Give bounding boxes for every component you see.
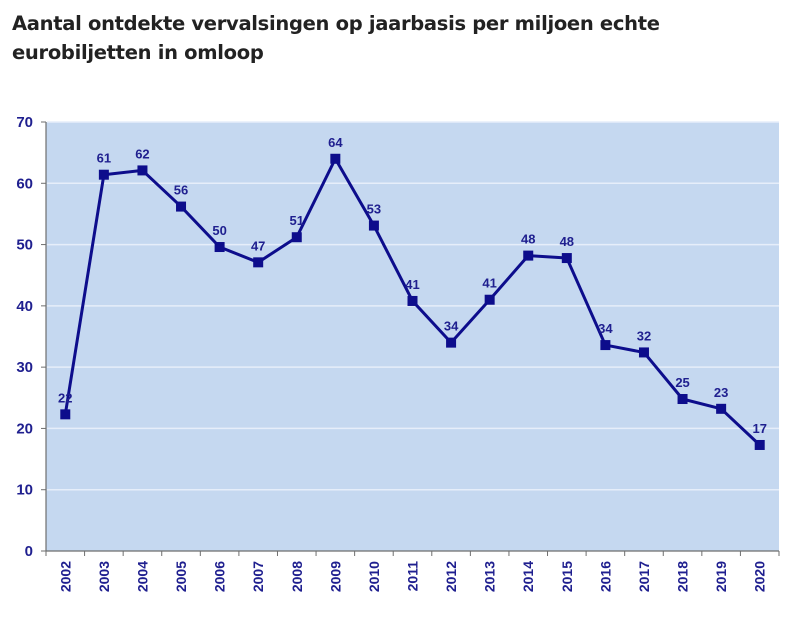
data-point-marker — [176, 201, 187, 212]
data-point-marker — [214, 242, 225, 253]
x-tick-label: 2012 — [443, 561, 459, 592]
x-tick-label: 2014 — [520, 561, 536, 592]
data-label: 32 — [637, 328, 651, 343]
data-point-marker — [677, 394, 688, 405]
data-point-marker — [407, 295, 418, 306]
data-label: 34 — [444, 319, 459, 334]
y-tick-label: 20 — [16, 420, 33, 437]
data-label: 53 — [367, 202, 381, 217]
x-tick-label: 2011 — [405, 561, 421, 592]
x-tick-label: 2008 — [289, 561, 305, 592]
data-point-marker — [716, 403, 727, 414]
x-tick-label: 2004 — [134, 561, 150, 592]
plot-area — [46, 122, 779, 551]
data-label: 41 — [405, 277, 419, 292]
x-axis-ticks: 2002 2003 2004 2005 2006 2007 2008 2009 2010 2011… — [45, 551, 780, 592]
x-tick-label: 2007 — [250, 561, 266, 592]
y-tick-label: 50 — [16, 237, 33, 254]
data-label: 23 — [714, 385, 728, 400]
x-tick-label: 2013 — [482, 561, 498, 592]
data-point-marker — [446, 337, 457, 348]
data-point-marker — [600, 340, 611, 351]
data-point-marker — [484, 294, 495, 305]
data-labels: 22 61 62 56 50 47 51 64 53 41 34 41 48 48 34 32 25 23 17 — [58, 135, 767, 436]
x-tick-label: 2005 — [173, 561, 189, 592]
data-label: 62 — [135, 146, 149, 161]
data-label: 25 — [675, 375, 689, 390]
x-tick-label: 2015 — [559, 561, 575, 592]
x-tick-label: 2018 — [675, 561, 691, 592]
y-tick-label: 10 — [16, 482, 33, 499]
data-label: 64 — [328, 135, 343, 150]
x-tick-label: 2009 — [327, 561, 343, 592]
y-axis-ticks: 0 10 20 30 40 50 60 70 — [16, 114, 46, 560]
data-point-marker — [291, 232, 302, 243]
x-tick-label: 2019 — [713, 561, 729, 592]
x-tick-label: 2010 — [366, 561, 382, 592]
data-point-marker — [253, 257, 264, 268]
y-tick-label: 40 — [16, 298, 33, 315]
data-label: 41 — [482, 276, 496, 291]
y-tick-label: 30 — [16, 359, 33, 376]
data-point-marker — [330, 153, 341, 164]
x-tick-label: 2016 — [597, 561, 613, 592]
data-point-marker — [368, 220, 379, 231]
y-tick-label: 60 — [16, 175, 33, 192]
data-point-marker — [638, 347, 649, 358]
data-label: 48 — [521, 232, 535, 247]
x-tick-label: 2020 — [752, 561, 768, 592]
chart-title: Aantal ontdekte vervalsingen op jaarbasi… — [12, 12, 660, 64]
data-point-marker — [98, 169, 109, 180]
data-label: 61 — [97, 151, 111, 166]
data-label: 51 — [290, 213, 304, 228]
y-tick-label: 70 — [16, 114, 33, 131]
data-label: 56 — [174, 183, 188, 198]
data-point-marker — [561, 253, 572, 264]
data-label: 17 — [752, 421, 766, 436]
data-label: 50 — [212, 223, 226, 238]
data-label: 22 — [58, 390, 72, 405]
axes — [45, 122, 779, 552]
data-point-marker — [754, 439, 765, 450]
x-tick-label: 2003 — [96, 561, 112, 592]
x-tick-label: 2006 — [212, 561, 228, 592]
y-tick-label: 0 — [25, 543, 33, 560]
data-point-marker — [523, 250, 534, 261]
data-label: 34 — [598, 321, 613, 336]
x-tick-label: 2002 — [57, 561, 73, 592]
x-tick-label: 2017 — [636, 561, 652, 592]
data-label: 47 — [251, 238, 265, 253]
series-markers — [60, 153, 765, 450]
data-label: 48 — [560, 234, 574, 249]
data-point-marker — [60, 409, 71, 420]
data-point-marker — [137, 165, 148, 176]
